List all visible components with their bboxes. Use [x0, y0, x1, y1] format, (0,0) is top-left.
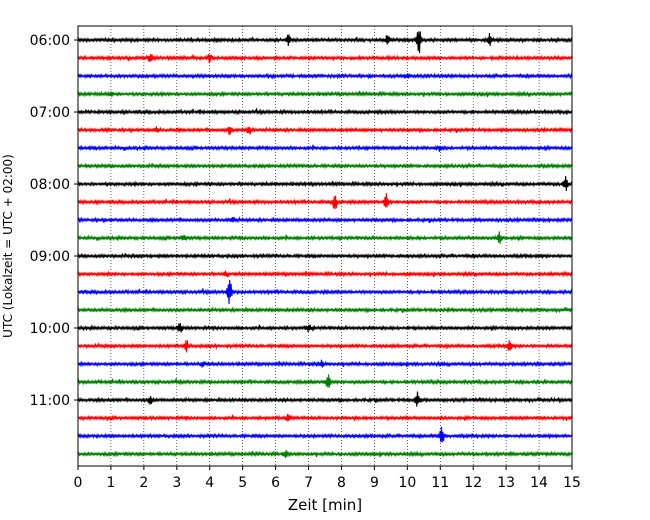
trace-0915 [77, 270, 573, 278]
x-tick-label: 10 [398, 475, 416, 491]
x-axis: 0 1 2 3 4 5 6 7 8 9 10 11 12 13 14 15 [74, 466, 581, 491]
trace-0615 [77, 53, 573, 64]
trace-0700 [77, 108, 573, 116]
trace-0830 [77, 215, 573, 224]
x-tick-label: 3 [172, 475, 181, 491]
y-axis-label: UTC (Lokalzeit = UTC + 02:00) [1, 154, 15, 338]
x-tick-label: 1 [106, 475, 115, 491]
trace-0800 [77, 176, 573, 191]
trace-0715 [77, 125, 573, 136]
trace-1145 [77, 449, 573, 458]
x-tick-label: 9 [370, 475, 379, 491]
trace-0645 [77, 90, 573, 98]
trace-0630 [77, 72, 573, 80]
trace-1100 [77, 391, 573, 407]
y-tick-label: 08:00 [30, 177, 70, 193]
trace-0930 [77, 279, 573, 304]
trace-1045 [77, 374, 573, 388]
trace-0845 [77, 231, 573, 244]
trace-0815 [77, 193, 573, 210]
trace-0945 [77, 306, 573, 314]
y-tick-label: 10:00 [30, 321, 70, 337]
x-tick-label: 15 [563, 475, 581, 491]
x-tick-label: 0 [74, 475, 83, 491]
x-tick-label: 6 [271, 475, 280, 491]
plot-frame [77, 25, 573, 467]
x-tick-label: 14 [530, 475, 548, 491]
trace-1000 [77, 322, 573, 333]
y-axis: 06:00 07:00 08:00 09:00 10:00 11:00 [30, 33, 78, 409]
trace-1115 [77, 413, 573, 423]
x-tick-label: 12 [464, 475, 482, 491]
x-tick-label: 13 [497, 475, 515, 491]
trace-1130 [77, 426, 573, 443]
y-tick-label: 09:00 [30, 249, 70, 265]
trace-1015 [77, 340, 573, 353]
traces [77, 31, 573, 458]
x-tick-label: 11 [431, 475, 449, 491]
x-axis-label: Zeit [min] [288, 496, 362, 514]
grid [110, 26, 540, 466]
trace-0600 [77, 31, 573, 54]
x-tick-label: 7 [304, 475, 313, 491]
y-tick-label: 11:00 [30, 393, 70, 409]
trace-0730 [77, 144, 573, 152]
y-tick-label: 06:00 [30, 33, 70, 49]
trace-0900 [77, 252, 573, 260]
trace-0745 [77, 162, 573, 170]
y-tick-label: 07:00 [30, 105, 70, 121]
x-tick-label: 4 [205, 475, 214, 491]
x-tick-label: 5 [238, 475, 247, 491]
trace-1030 [77, 359, 573, 368]
x-tick-label: 8 [337, 475, 346, 491]
x-tick-label: 2 [139, 475, 148, 491]
